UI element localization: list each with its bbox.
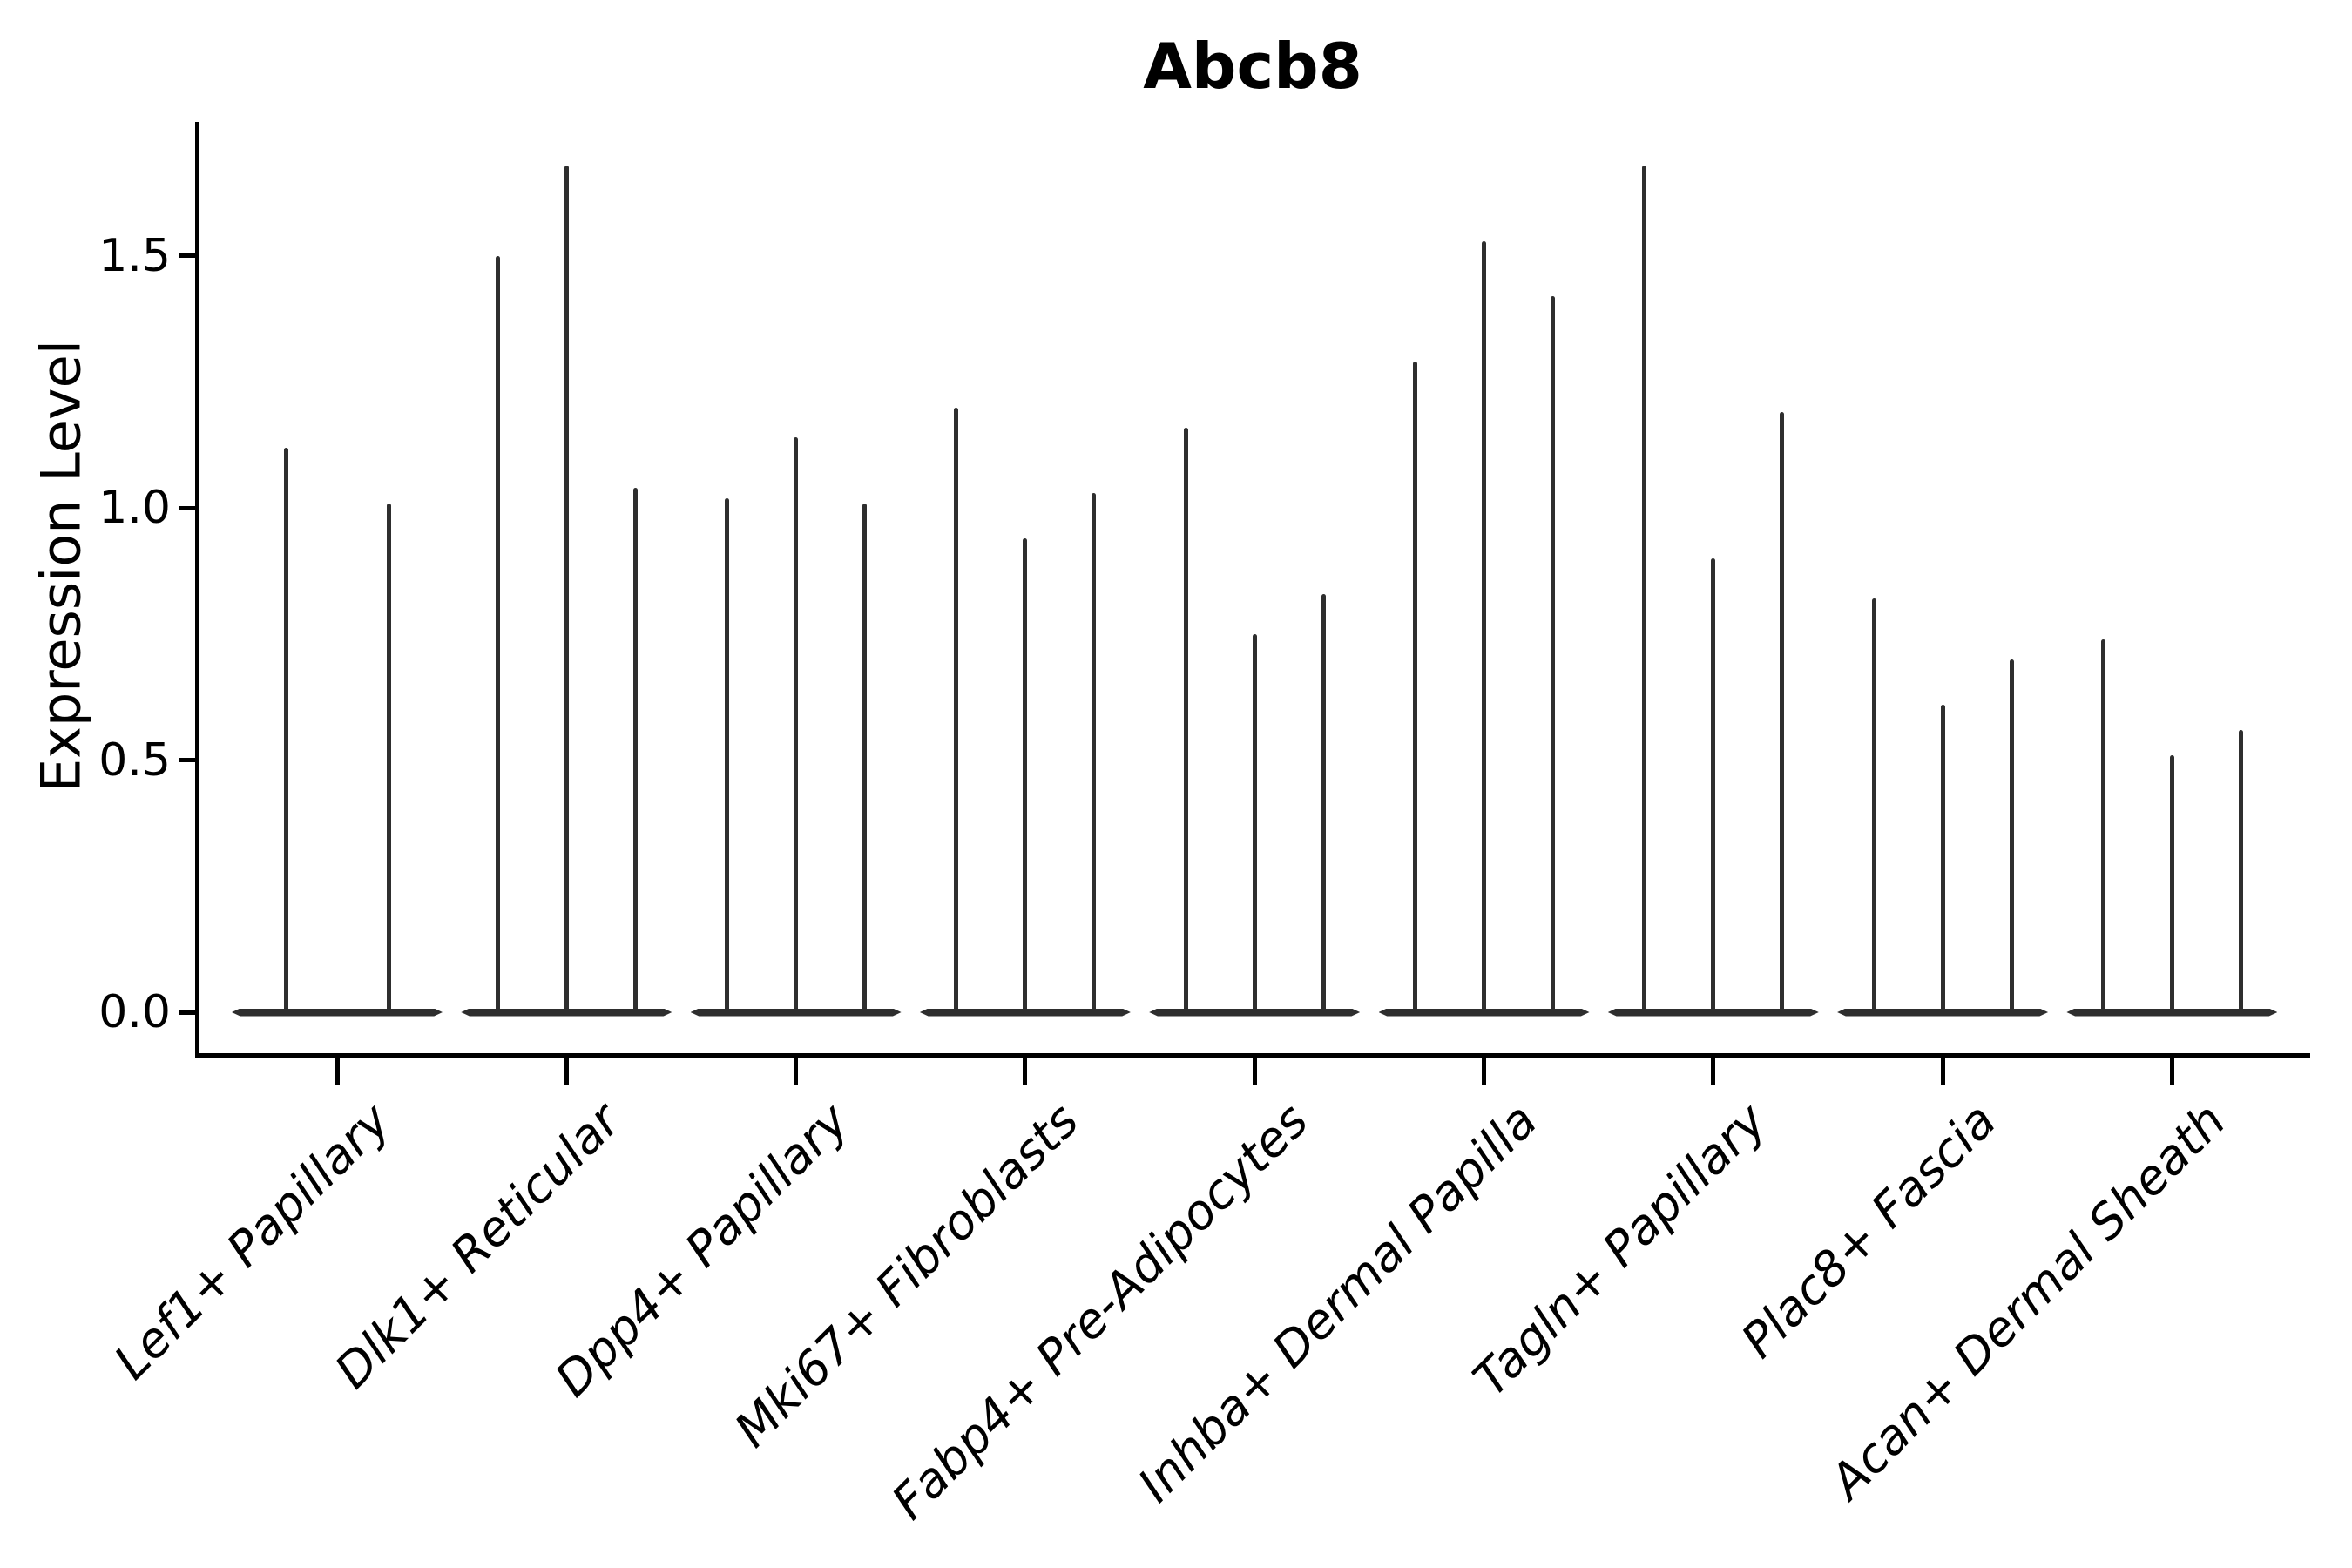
y-axis-label: Expression Level bbox=[29, 340, 93, 793]
x-tick-mark bbox=[1023, 1058, 1028, 1085]
x-tick-mark bbox=[1252, 1058, 1257, 1085]
violin-base bbox=[232, 1008, 443, 1017]
violin-spike bbox=[1780, 412, 1785, 1014]
x-tick-mark bbox=[1711, 1058, 1716, 1085]
violin-spike bbox=[1642, 165, 1647, 1014]
violin-spike bbox=[1871, 598, 1876, 1014]
violin-spike bbox=[725, 497, 730, 1014]
violin-spike bbox=[2100, 639, 2105, 1014]
y-tick-label: 1.0 bbox=[98, 482, 171, 535]
violin-spike bbox=[1711, 558, 1716, 1014]
y-tick-label: 1.5 bbox=[98, 229, 171, 282]
violin-spike bbox=[2009, 659, 2014, 1014]
plot-title: Abcb8 bbox=[1143, 30, 1362, 103]
y-tick-label: 0.0 bbox=[98, 986, 171, 1038]
violin-spike bbox=[862, 503, 868, 1014]
x-tick-mark bbox=[564, 1058, 569, 1085]
violin-spike bbox=[1551, 296, 1555, 1014]
x-tick-mark bbox=[794, 1058, 799, 1085]
violin-spike bbox=[1413, 362, 1417, 1014]
violin-spike bbox=[1940, 704, 1945, 1014]
violin-spike bbox=[564, 165, 569, 1014]
y-axis-spine bbox=[195, 122, 199, 1058]
violin-spike bbox=[386, 503, 391, 1014]
x-tick-label: Fabp4+ Pre-Adipocytes bbox=[881, 1092, 1319, 1531]
violin-spike bbox=[954, 407, 959, 1014]
violin-spike bbox=[2238, 729, 2243, 1014]
x-tick-label: Acan+ Dermal Sheath bbox=[1819, 1092, 2236, 1510]
violin-spike bbox=[1321, 593, 1326, 1014]
violin-spike bbox=[1092, 492, 1097, 1014]
violin-spike bbox=[1252, 633, 1257, 1014]
violin-spike bbox=[1183, 427, 1188, 1014]
violin-spike bbox=[794, 437, 799, 1014]
violin-spike bbox=[632, 488, 638, 1014]
y-tick-mark bbox=[179, 1010, 195, 1015]
x-tick-mark bbox=[1940, 1058, 1945, 1085]
violin-spike bbox=[1023, 538, 1028, 1014]
violin-spike bbox=[495, 255, 500, 1014]
violin-spike bbox=[283, 447, 288, 1014]
x-tick-mark bbox=[335, 1058, 340, 1085]
x-tick-mark bbox=[2169, 1058, 2174, 1085]
x-axis-spine bbox=[195, 1053, 2310, 1058]
violin-spike bbox=[2169, 754, 2174, 1014]
y-tick-label: 0.5 bbox=[98, 733, 171, 787]
y-tick-mark bbox=[179, 253, 195, 259]
y-tick-mark bbox=[179, 505, 195, 510]
violin-spike bbox=[1482, 240, 1486, 1014]
x-tick-label: Inhba+ Dermal Papilla bbox=[1127, 1092, 1548, 1513]
y-tick-mark bbox=[179, 758, 195, 763]
x-tick-mark bbox=[1482, 1058, 1486, 1085]
